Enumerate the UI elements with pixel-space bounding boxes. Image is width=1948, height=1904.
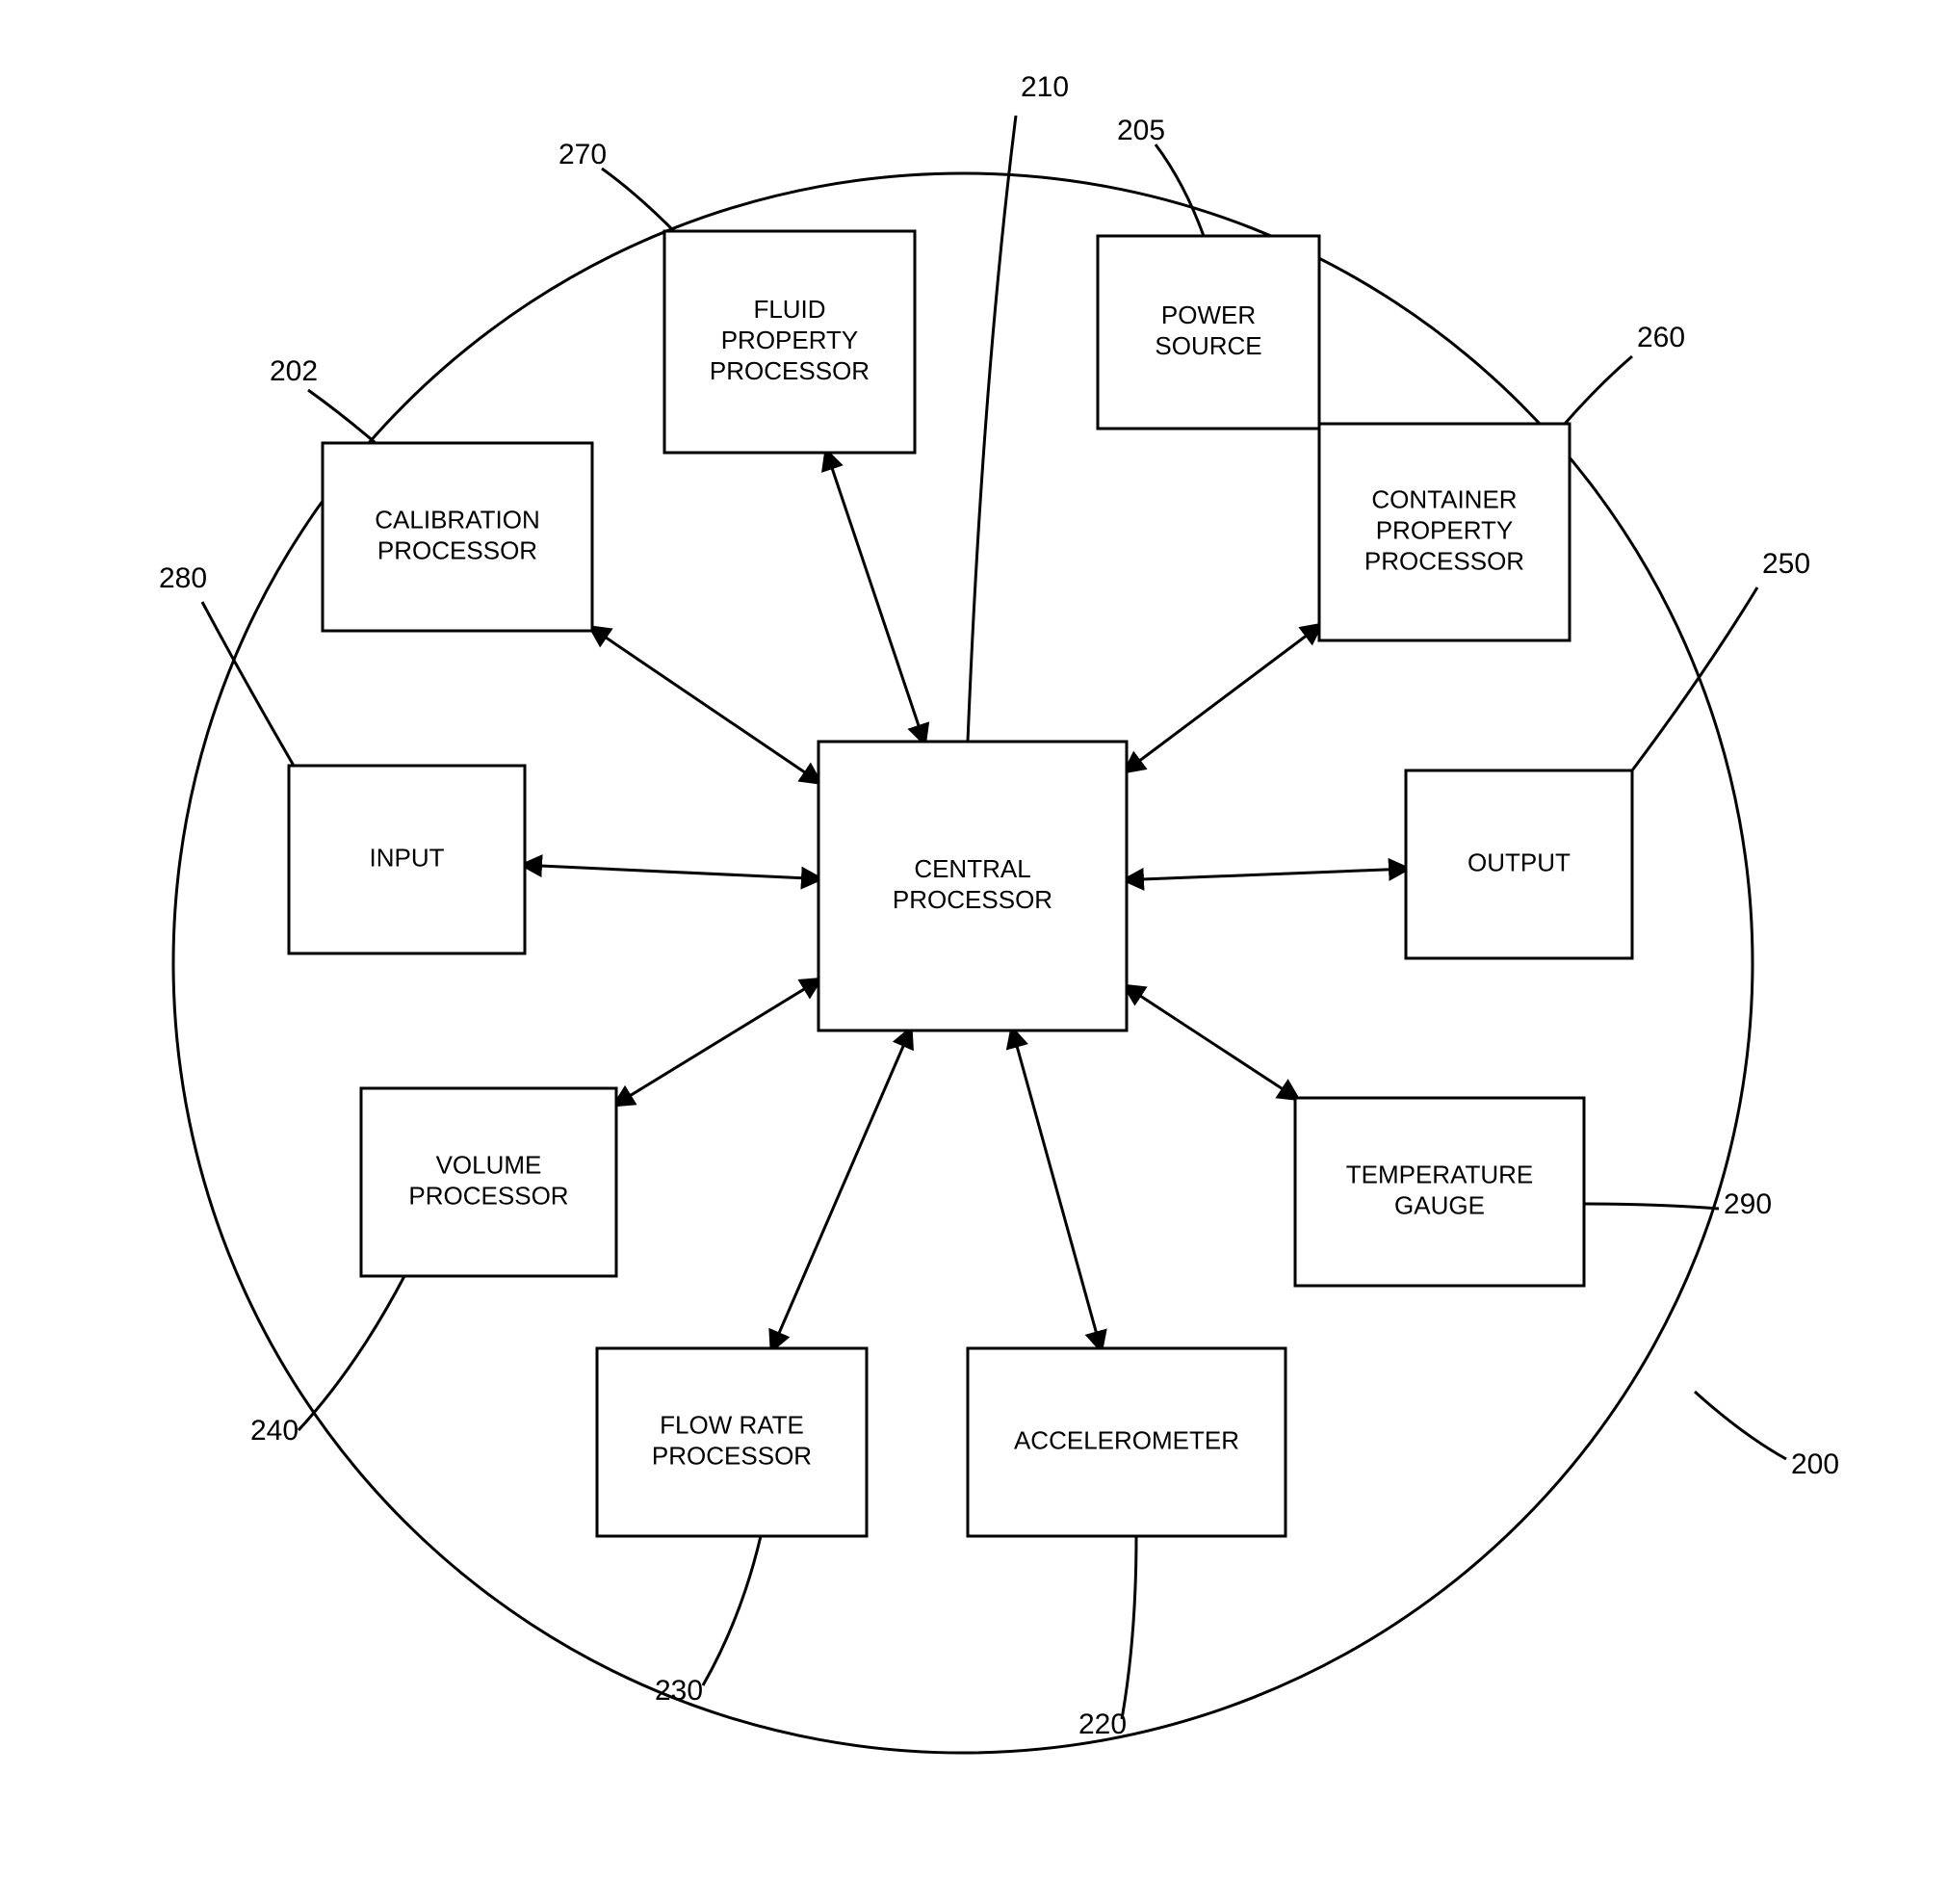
refnum-205: 205 (1117, 115, 1165, 146)
leader-290 (1584, 1204, 1719, 1209)
fluid-property-processor-label: PROPERTY (721, 326, 859, 354)
leader-250 (1632, 587, 1757, 770)
volume-processor: VOLUMEPROCESSOR (361, 1088, 616, 1276)
accelerometer-label: ACCELEROMETER (1014, 1425, 1239, 1454)
refnum-270: 270 (558, 139, 607, 170)
flow-rate-processor: FLOW RATEPROCESSOR (597, 1348, 867, 1536)
leader-200 (1695, 1392, 1786, 1459)
temperature-gauge: TEMPERATUREGAUGE (1295, 1098, 1584, 1286)
leader-260 (1565, 356, 1632, 424)
connector-accelerometer (1013, 1030, 1101, 1348)
leader-205 (1156, 144, 1204, 236)
leader-230 (703, 1536, 761, 1685)
connector-calibration-processor (592, 628, 818, 781)
fluid-property-processor-label: PROCESSOR (710, 356, 870, 385)
central-processor-label: PROCESSOR (893, 885, 1052, 914)
connector-temperature-gauge (1127, 987, 1296, 1098)
flow-rate-processor-label: PROCESSOR (652, 1441, 812, 1470)
fluid-property-processor-label: FLUID (753, 295, 825, 324)
output: OUTPUT (1406, 770, 1632, 958)
leader-270 (602, 169, 674, 231)
refnum-220: 220 (1078, 1708, 1127, 1740)
leader-210 (968, 116, 1016, 742)
volume-processor-label: VOLUME (436, 1150, 542, 1179)
calibration-processor-label: CALIBRATION (375, 505, 539, 534)
power-source: POWERSOURCE (1098, 236, 1319, 429)
connector-output (1127, 869, 1406, 879)
power-source-label: SOURCE (1155, 331, 1261, 360)
flow-rate-processor-label: FLOW RATE (660, 1410, 804, 1439)
input-label: INPUT (370, 843, 445, 872)
central-processor-label: CENTRAL (914, 854, 1030, 883)
block-diagram: CENTRALPROCESSORPOWERSOURCEFLUIDPROPERTY… (0, 0, 1948, 1904)
connector-flow-rate-processor (772, 1030, 910, 1348)
container-property-processor-label: CONTAINER (1371, 484, 1517, 513)
volume-processor-label: PROCESSOR (408, 1181, 568, 1210)
container-property-processor-label: PROPERTY (1376, 515, 1514, 544)
refnum-290: 290 (1724, 1188, 1772, 1220)
refnum-200: 200 (1791, 1448, 1839, 1480)
refnum-210: 210 (1021, 71, 1069, 103)
container-property-processor-label: PROCESSOR (1364, 546, 1524, 575)
output-label: OUTPUT (1467, 848, 1571, 876)
connector-input (525, 865, 818, 878)
refnum-202: 202 (270, 355, 318, 387)
central-processor: CENTRALPROCESSOR (818, 742, 1127, 1030)
container-property-processor: CONTAINERPROPERTYPROCESSOR (1319, 424, 1570, 640)
temperature-gauge-label: TEMPERATURE (1346, 1160, 1534, 1188)
leader-202 (308, 390, 376, 443)
power-source-label: POWER (1161, 300, 1256, 329)
leader-220 (1122, 1536, 1136, 1719)
connector-fluid-property-processor (827, 453, 924, 742)
connector-volume-processor (616, 980, 818, 1105)
input: INPUT (289, 766, 525, 953)
leader-240 (299, 1276, 404, 1430)
calibration-processor-label: PROCESSOR (377, 535, 537, 564)
temperature-gauge-label: GAUGE (1394, 1190, 1485, 1219)
refnum-250: 250 (1762, 548, 1810, 580)
refnum-260: 260 (1637, 322, 1685, 353)
calibration-processor: CALIBRATIONPROCESSOR (323, 443, 592, 631)
refnum-230: 230 (655, 1675, 703, 1707)
refnum-280: 280 (159, 562, 207, 594)
accelerometer: ACCELEROMETER (968, 1348, 1286, 1536)
connector-container-property-processor (1127, 626, 1319, 770)
refnum-240: 240 (250, 1415, 299, 1447)
fluid-property-processor: FLUIDPROPERTYPROCESSOR (664, 231, 915, 453)
